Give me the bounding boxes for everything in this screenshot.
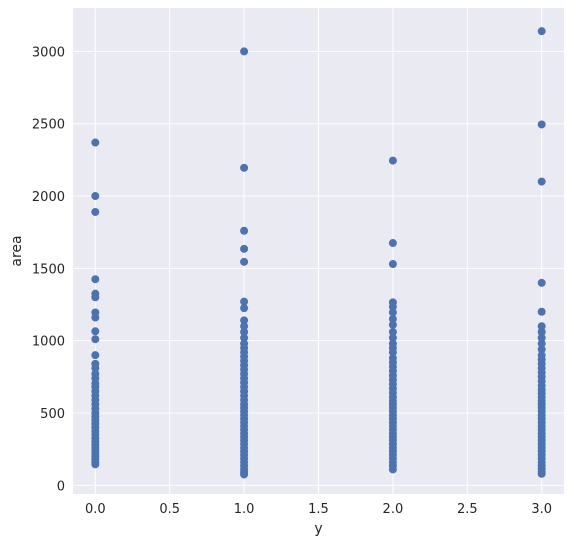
- data-point: [388, 328, 397, 336]
- data-point: [240, 316, 249, 325]
- data-point: [388, 314, 397, 323]
- data-point: [388, 320, 397, 329]
- data-point: [240, 328, 249, 336]
- data-point: [91, 192, 100, 201]
- data-point: [240, 244, 249, 253]
- data-point: [91, 327, 100, 336]
- data-point: [240, 333, 249, 342]
- data-point: [91, 313, 100, 322]
- x-tick-label: 0.5: [159, 502, 180, 517]
- data-point: [537, 345, 546, 354]
- data-point: [537, 469, 546, 478]
- y-tick-label: 1500: [32, 262, 65, 277]
- data-point: [91, 335, 100, 344]
- y-tick-label: 500: [40, 407, 65, 422]
- data-point: [388, 302, 397, 311]
- data-point: [240, 163, 249, 172]
- data-point: [240, 304, 249, 313]
- data-point: [537, 27, 546, 36]
- data-point: [537, 278, 546, 287]
- data-point: [91, 351, 100, 360]
- data-point: [537, 120, 546, 129]
- x-tick-label: 2.5: [457, 502, 478, 517]
- x-axis-label: y: [314, 521, 322, 537]
- data-point: [91, 293, 100, 302]
- data-point: [388, 239, 397, 248]
- data-point: [388, 465, 397, 474]
- x-tick-label: 0.0: [85, 502, 106, 517]
- x-tick-label: 1.5: [308, 502, 329, 517]
- data-point: [91, 207, 100, 216]
- y-tick-label: 2000: [32, 190, 65, 205]
- data-point: [537, 307, 546, 316]
- data-point: [91, 364, 100, 373]
- y-tick-label: 0: [57, 479, 65, 494]
- data-point: [240, 297, 249, 306]
- data-point: [91, 138, 100, 147]
- data-point: [537, 328, 546, 336]
- data-point: [240, 322, 249, 331]
- data-point: [388, 333, 397, 342]
- x-tick-label: 2.0: [383, 502, 404, 517]
- y-tick-label: 3000: [32, 45, 65, 60]
- data-point: [388, 156, 397, 165]
- data-point: [240, 47, 249, 56]
- y-tick-labels: 0 500 1000 1500 2000 2500 3000: [32, 45, 65, 494]
- data-point: [240, 470, 249, 479]
- x-tick-label: 3.0: [531, 502, 552, 517]
- data-point: [388, 260, 397, 269]
- x-tick-label: 1.0: [234, 502, 255, 517]
- data-points: [91, 27, 546, 479]
- y-tick-label: 2500: [32, 118, 65, 133]
- x-tick-labels: 0.0 0.5 1.0 1.5 2.0 2.5 3.0: [85, 502, 552, 517]
- data-point: [240, 257, 249, 266]
- data-point: [537, 177, 546, 186]
- data-point: [91, 275, 100, 284]
- y-axis-label: area: [9, 235, 25, 266]
- y-tick-label: 1000: [32, 335, 65, 350]
- data-point: [91, 460, 100, 469]
- data-point: [537, 322, 546, 331]
- data-point: [388, 308, 397, 317]
- data-point: [537, 339, 546, 348]
- data-point: [388, 348, 397, 357]
- data-point: [240, 226, 249, 235]
- data-point: [537, 333, 546, 342]
